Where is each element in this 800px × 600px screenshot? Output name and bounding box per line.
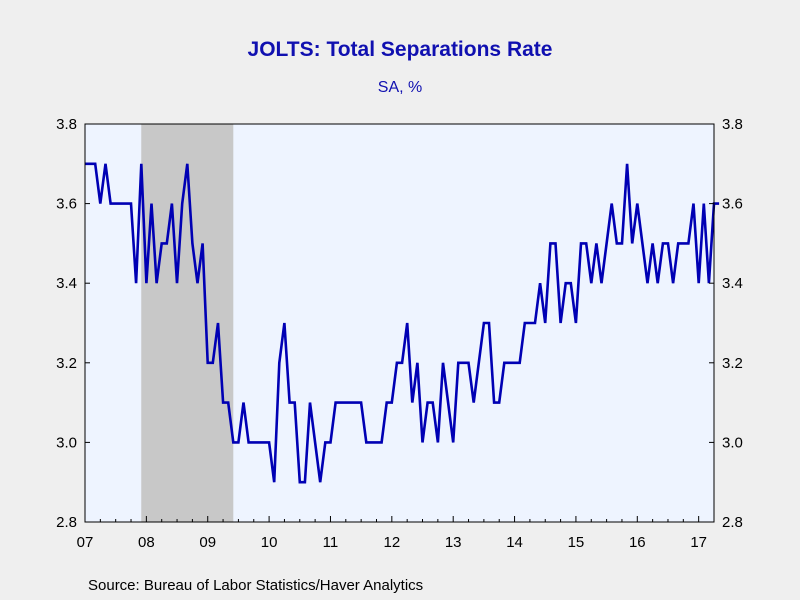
x-tick-label: 08: [138, 534, 155, 551]
labels-layer: 3.8 3.83.6 3.63.4 3.43.2 3.23.0 3.02.8 2.807 08…: [56, 116, 743, 551]
x-tick-label: 12: [383, 534, 400, 551]
source-note: Source: Bureau of Labor Statistics/Haver…: [88, 577, 424, 594]
line-layer: [85, 162, 720, 484]
chart-title: JOLTS: Total Separations Rate: [247, 38, 553, 61]
y-tick-label-right: 3.4: [722, 275, 743, 292]
x-tick-label: 13: [445, 534, 462, 551]
x-tick-label: 10: [261, 534, 278, 551]
y-tick-label-left: 2.8: [56, 514, 77, 531]
x-tick-label: 11: [323, 534, 339, 551]
chart-subtitle: SA, %: [377, 79, 423, 96]
x-tick-label: 15: [568, 534, 585, 551]
y-tick-label-left: 3.4: [56, 275, 77, 292]
y-tick-label-left: 3.2: [56, 355, 77, 372]
y-tick-label-right: 2.8: [722, 514, 743, 531]
x-tick-label: 16: [629, 534, 646, 551]
x-tick-label: 17: [690, 534, 707, 551]
y-tick-label-left: 3.6: [56, 196, 77, 213]
y-tick-label-right: 3.2: [722, 355, 743, 372]
y-tick-label-right: 3.6: [722, 196, 743, 213]
y-tick-label-left: 3.0: [56, 434, 77, 451]
y-tick-label-right: 3.0: [722, 434, 743, 451]
x-tick-label: 07: [77, 534, 94, 551]
y-tick-label-right: 3.8: [722, 116, 743, 133]
ticks-layer: [84, 123, 715, 523]
x-tick-label: 14: [506, 534, 523, 551]
plot-frame: [84, 123, 715, 523]
y-tick-label-left: 3.8: [56, 116, 77, 133]
series-line-0: [85, 162, 720, 484]
x-tick-label: 09: [199, 534, 216, 551]
